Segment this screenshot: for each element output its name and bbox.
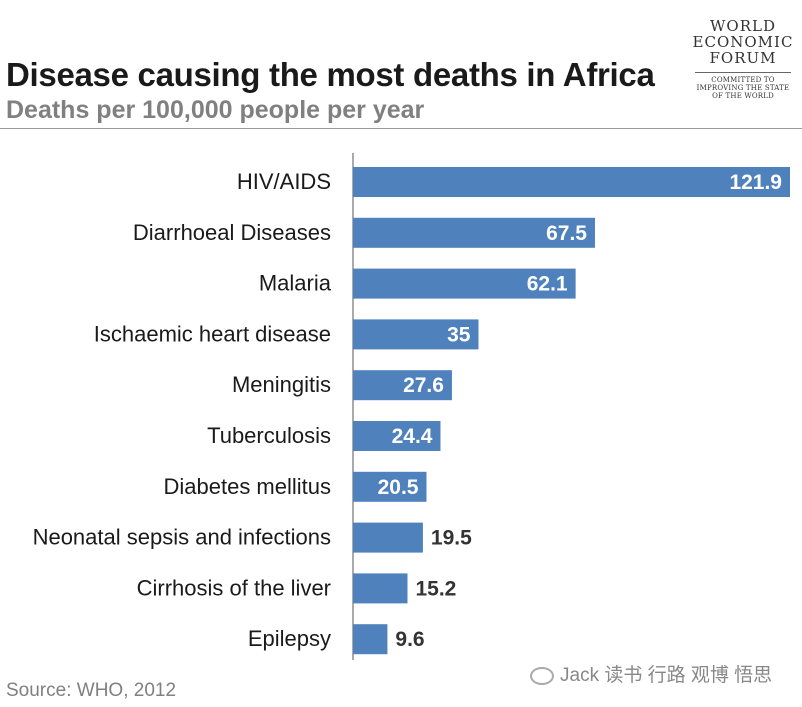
bar — [353, 167, 790, 197]
category-label: Epilepsy — [248, 626, 331, 651]
watermark: Jack 读书 行路 观博 悟思 — [530, 660, 772, 687]
category-label: Tuberculosis — [207, 423, 331, 448]
bar — [353, 268, 576, 299]
bar — [353, 319, 479, 350]
source-note: Source: WHO, 2012 — [6, 680, 177, 701]
value-label: 19.5 — [431, 527, 472, 550]
value-label: 121.9 — [729, 171, 782, 194]
value-label: 35 — [447, 323, 471, 346]
value-label: 20.5 — [378, 476, 419, 499]
value-label: 15.2 — [415, 577, 456, 600]
value-label: 62.1 — [527, 273, 568, 296]
value-label: 24.4 — [392, 425, 433, 448]
logo-tagline-2: IMPROVING THE STATE — [696, 84, 790, 92]
value-label: 9.6 — [395, 628, 424, 651]
category-label: Ischaemic heart disease — [94, 321, 331, 346]
logo-line-2: ECONOMIC — [692, 33, 794, 51]
bar — [353, 522, 423, 553]
bar — [353, 624, 388, 655]
chart-title: Disease causing the most deaths in Afric… — [6, 56, 655, 93]
logo-tagline-3: OF THE WORLD — [712, 92, 774, 100]
logo-divider — [695, 72, 791, 73]
logo-line-3: FORUM — [709, 49, 777, 67]
category-label: Malaria — [259, 271, 332, 296]
bar — [353, 471, 427, 502]
value-label: 67.5 — [546, 222, 587, 245]
category-label: HIV/AIDS — [237, 169, 331, 194]
category-label: Cirrhosis of the liver — [137, 575, 331, 600]
category-label: Meningitis — [232, 372, 331, 397]
logo-tagline-1: COMMITTED TO — [711, 76, 775, 84]
bar — [353, 573, 408, 604]
category-label: Neonatal sepsis and infections — [33, 525, 331, 550]
value-label: 27.6 — [403, 374, 444, 397]
bar — [353, 421, 441, 451]
category-label: Diabetes mellitus — [163, 474, 331, 499]
bar-chart: HIV/AIDS 121.9 Diarrhoeal Diseases 67.5 Mala… — [33, 153, 790, 660]
watermark-text: Jack 读书 行路 观博 悟思 — [560, 665, 773, 686]
bar — [353, 217, 595, 248]
logo-line-1: WORLD — [710, 17, 776, 35]
header-rule — [0, 128, 802, 129]
bar — [353, 370, 452, 401]
wechat-icon — [530, 666, 554, 685]
chart-subtitle: Deaths per 100,000 people per year — [6, 96, 425, 124]
wef-logo: WORLD ECONOMIC FORUM COMMITTED TO IMPROV… — [688, 18, 798, 126]
category-label: Diarrhoeal Diseases — [133, 220, 331, 245]
